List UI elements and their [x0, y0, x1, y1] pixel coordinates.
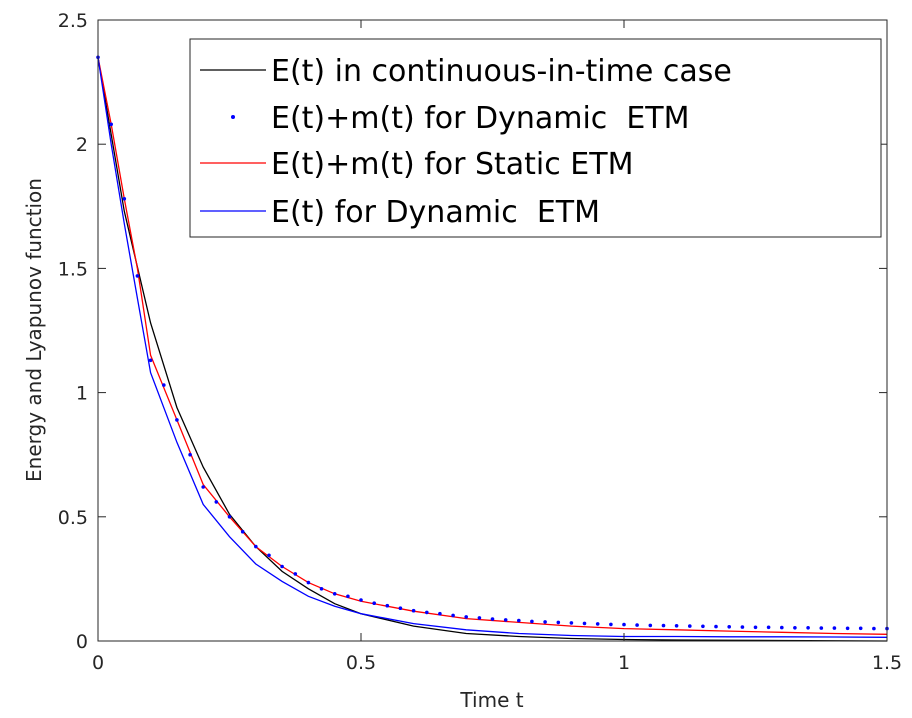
ticks-layer: 0 0.5 1 1.5 0 0.5 1 1.5 2 2.5 [58, 10, 902, 674]
data-point [438, 611, 442, 616]
data-point [688, 624, 692, 628]
data-point [293, 572, 298, 576]
data-point [714, 624, 718, 629]
legend-entry-3: E(t) for Dynamic ETM [200, 195, 600, 230]
data-point [280, 564, 284, 569]
data-point [398, 606, 403, 610]
data-point [464, 615, 469, 619]
x-axis-label: Time t [459, 688, 523, 712]
data-point [201, 485, 205, 489]
data-point [385, 603, 390, 608]
y-tick-label: 0 [76, 631, 88, 653]
data-point [674, 624, 679, 628]
data-point [806, 626, 810, 630]
x-tick-label: 1.5 [872, 652, 902, 674]
legend-label: E(t)+m(t) for Static ETM [271, 147, 633, 182]
data-point [858, 626, 863, 631]
axes-box [97, 19, 888, 642]
data-point [595, 622, 600, 626]
data-point [635, 623, 639, 627]
x-tick-label: 0 [92, 652, 104, 674]
legend-entry-1: E(t)+m(t) for Dynamic ETM [231, 101, 690, 136]
data-point [214, 500, 219, 504]
data-point [254, 544, 258, 549]
data-point [148, 358, 153, 363]
data-point [872, 626, 876, 631]
series-layer [96, 55, 889, 642]
legend-entry-2: E(t)+m(t) for Static ETM [200, 147, 633, 182]
data-point [582, 621, 587, 626]
data-point [793, 626, 797, 630]
legend-label: E(t)+m(t) for Dynamic ETM [271, 101, 690, 136]
legend-entry-0: E(t) in continuous-in-time case [200, 54, 732, 89]
data-point [622, 622, 626, 627]
series-dots-1 [96, 55, 889, 631]
data-point [122, 197, 127, 201]
data-point [569, 621, 574, 625]
data-point [346, 594, 350, 599]
data-point [411, 608, 416, 613]
legend-box [189, 38, 882, 238]
data-point [543, 620, 547, 624]
data-point [753, 625, 758, 630]
data-point [609, 622, 613, 627]
data-point [306, 580, 311, 585]
y-tick-label: 2 [76, 134, 88, 156]
x-tick-label: 1 [618, 652, 630, 674]
data-point [227, 515, 232, 519]
data-point [359, 598, 363, 602]
data-point [766, 625, 771, 630]
data-point [135, 274, 140, 278]
y-tick-label: 0.5 [58, 507, 88, 529]
data-point [819, 626, 824, 630]
y-tick-label: 1.5 [58, 258, 88, 280]
data-point [701, 624, 705, 629]
series-line-3 [97, 57, 888, 638]
legend-label: E(t) in continuous-in-time case [271, 54, 732, 89]
data-point [661, 623, 666, 628]
legend-label: E(t) for Dynamic ETM [271, 195, 600, 230]
data-point [425, 610, 429, 615]
data-point [556, 620, 561, 625]
data-point [188, 452, 192, 457]
legend-dot-swatch [231, 115, 235, 119]
x-tick-label: 0.5 [346, 652, 376, 674]
data-point [451, 613, 455, 618]
y-tick-label: 2.5 [58, 10, 88, 32]
data-point [740, 625, 745, 629]
data-point [175, 418, 179, 422]
data-point [727, 625, 731, 629]
data-point [332, 592, 337, 596]
data-point [780, 625, 784, 630]
data-point [162, 383, 166, 387]
y-axis-label: Energy and Lyapunov function [22, 178, 46, 482]
data-point [503, 618, 508, 622]
data-point [517, 618, 521, 623]
data-point [648, 623, 653, 628]
data-point [109, 122, 113, 127]
data-point [832, 626, 837, 630]
legend: E(t) in continuous-in-time case E(t)+m(t)… [189, 38, 882, 238]
data-point [267, 553, 271, 558]
data-point [240, 529, 245, 534]
data-point [530, 619, 534, 624]
data-point [477, 616, 482, 620]
data-point [372, 601, 377, 605]
data-point [845, 626, 850, 631]
data-point [319, 587, 324, 591]
data-point [490, 617, 495, 621]
y-tick-label: 1 [76, 383, 88, 405]
